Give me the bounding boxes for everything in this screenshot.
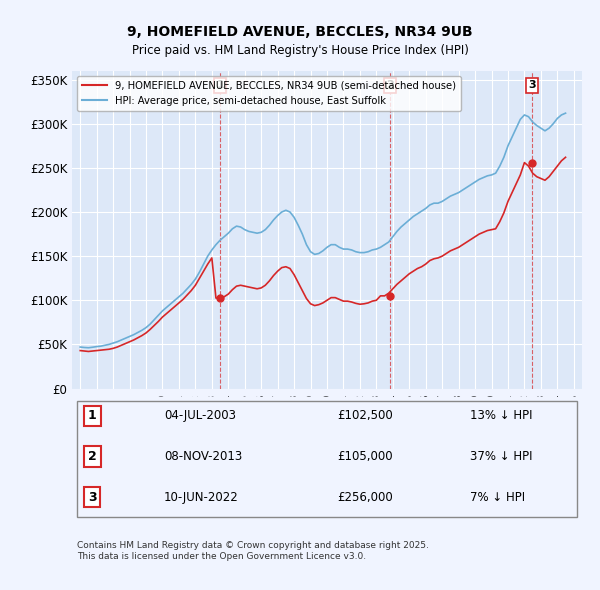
Text: 7% ↓ HPI: 7% ↓ HPI (470, 491, 525, 504)
Legend: 9, HOMEFIELD AVENUE, BECCLES, NR34 9UB (semi-detached house), HPI: Average price: 9, HOMEFIELD AVENUE, BECCLES, NR34 9UB (… (77, 76, 461, 111)
Text: 08-NOV-2013: 08-NOV-2013 (164, 450, 242, 463)
Text: £102,500: £102,500 (337, 409, 393, 422)
Text: 13% ↓ HPI: 13% ↓ HPI (470, 409, 532, 422)
Text: 2: 2 (88, 450, 97, 463)
Text: 1: 1 (216, 80, 224, 90)
Text: £105,000: £105,000 (337, 450, 393, 463)
Text: 2: 2 (386, 80, 394, 90)
Text: £256,000: £256,000 (337, 491, 393, 504)
Text: 1: 1 (88, 409, 97, 422)
Text: Price paid vs. HM Land Registry's House Price Index (HPI): Price paid vs. HM Land Registry's House … (131, 44, 469, 57)
Text: 9, HOMEFIELD AVENUE, BECCLES, NR34 9UB: 9, HOMEFIELD AVENUE, BECCLES, NR34 9UB (127, 25, 473, 40)
Text: 3: 3 (88, 491, 97, 504)
Text: 10-JUN-2022: 10-JUN-2022 (164, 491, 239, 504)
Text: 3: 3 (528, 80, 535, 90)
Text: Contains HM Land Registry data © Crown copyright and database right 2025.
This d: Contains HM Land Registry data © Crown c… (77, 541, 429, 560)
Text: 37% ↓ HPI: 37% ↓ HPI (470, 450, 532, 463)
Text: 04-JUL-2003: 04-JUL-2003 (164, 409, 236, 422)
